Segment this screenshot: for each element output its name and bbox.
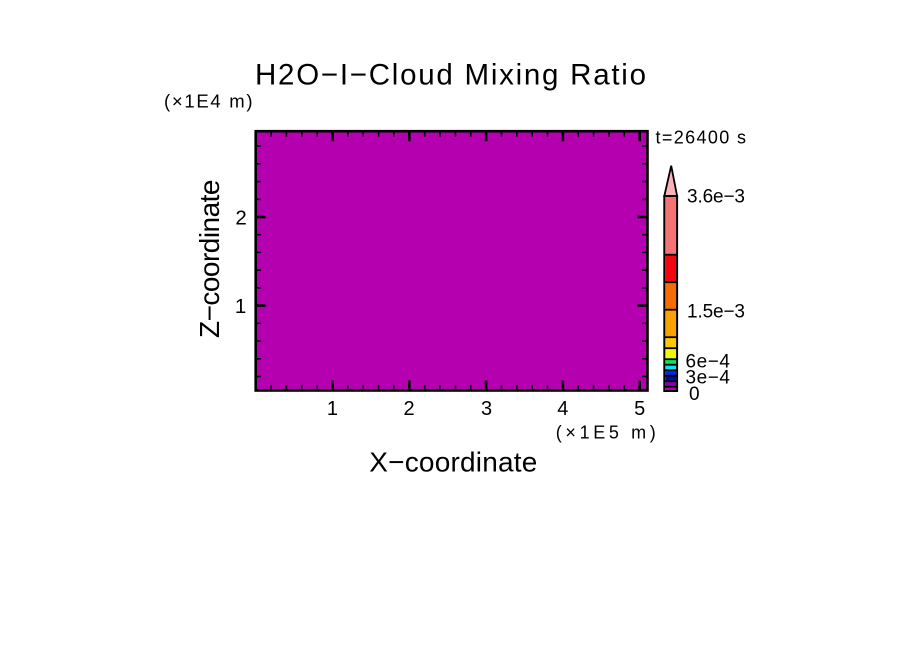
svg-text:4: 4 (557, 398, 568, 420)
svg-text:1: 1 (235, 295, 246, 318)
svg-text:2: 2 (235, 206, 246, 229)
svg-text:Z−coordinate: Z−coordinate (194, 180, 225, 339)
svg-text:X−coordinate: X−coordinate (369, 447, 537, 478)
svg-text:1: 1 (327, 398, 338, 420)
svg-text:3e−4: 3e−4 (686, 367, 731, 388)
svg-text:(×1E4 m): (×1E4 m) (164, 91, 253, 112)
svg-text:3.6e−3: 3.6e−3 (687, 186, 745, 207)
svg-text:t=26400 s: t=26400 s (656, 127, 747, 147)
svg-text:1.5e−3: 1.5e−3 (687, 301, 745, 322)
svg-text:5: 5 (634, 398, 645, 420)
svg-text:H2O−I−Cloud Mixing Ratio: H2O−I−Cloud Mixing Ratio (255, 59, 646, 92)
svg-text:3: 3 (481, 398, 492, 420)
svg-text:0: 0 (689, 384, 700, 405)
svg-text:6e−4: 6e−4 (686, 351, 731, 372)
svg-text:2: 2 (404, 398, 415, 420)
